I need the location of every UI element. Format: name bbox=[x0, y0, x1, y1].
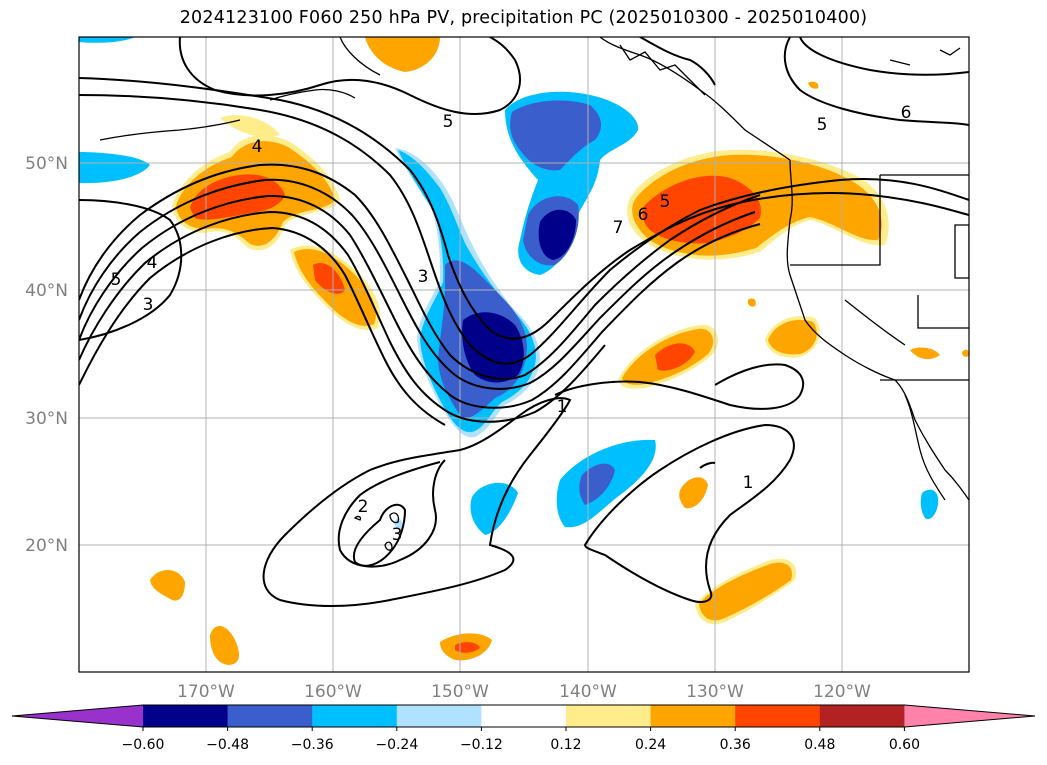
colorbar-swatch bbox=[735, 705, 821, 727]
lat-label-50n: 50°N bbox=[25, 154, 68, 174]
colorbar-swatch bbox=[143, 705, 229, 727]
pv-contours bbox=[79, 37, 969, 607]
contour-label: 5 bbox=[443, 112, 454, 132]
lon-label-170w: 170°W bbox=[177, 682, 235, 702]
contour-label: 3 bbox=[418, 267, 429, 287]
colorbar-tick-label: 0.36 bbox=[720, 737, 751, 753]
coastlines bbox=[99, 37, 969, 551]
map-title: 2024123100 F060 250 hPa PV, precipitatio… bbox=[179, 8, 868, 28]
colorbar-tick-label: 0.12 bbox=[550, 737, 581, 753]
contour-label: 1 bbox=[557, 397, 568, 417]
colorbar-swatch bbox=[312, 705, 398, 727]
colorbar-tick-label: −0.24 bbox=[375, 737, 418, 753]
contour-label: 6 bbox=[638, 205, 649, 225]
colorbar-tick-label: −0.48 bbox=[206, 737, 249, 753]
contour-label: 7 bbox=[613, 218, 624, 238]
lat-label-30n: 30°N bbox=[25, 409, 68, 429]
contour-label: 5 bbox=[111, 270, 122, 290]
colorbar-swatch bbox=[566, 705, 652, 727]
contour-label: 3 bbox=[143, 295, 154, 315]
contour-label: 4 bbox=[147, 253, 158, 273]
contour-label: 5 bbox=[817, 115, 828, 135]
latitude-labels: 50°N 40°N 30°N 20°N bbox=[25, 154, 68, 556]
lon-label-130w: 130°W bbox=[686, 682, 744, 702]
colorbar-tick-label: 0.48 bbox=[804, 737, 835, 753]
longitude-labels: 170°W 160°W 150°W 140°W 130°W 120°W bbox=[177, 682, 871, 702]
contour-label: 3 bbox=[392, 525, 403, 545]
lon-label-140w: 140°W bbox=[559, 682, 617, 702]
colorbar-swatch bbox=[650, 705, 736, 727]
gridlines bbox=[79, 37, 969, 672]
lon-label-150w: 150°W bbox=[431, 682, 489, 702]
colorbar: −0.60 −0.48 −0.36 −0.24 −0.12 0.12 0.24 0.36 0.4… bbox=[11, 704, 1036, 753]
colorbar-swatch bbox=[819, 705, 905, 727]
colorbar-tick-label: −0.60 bbox=[122, 737, 165, 753]
colorbar-swatch bbox=[227, 705, 313, 727]
colorbar-tick-label: −0.36 bbox=[291, 737, 334, 753]
colorbar-tick-label: 0.60 bbox=[889, 737, 920, 753]
lat-label-20n: 20°N bbox=[25, 536, 68, 556]
colorbar-extend-high bbox=[904, 705, 1035, 727]
contour-label: 1 bbox=[743, 473, 754, 493]
colorbar-extend-low bbox=[12, 705, 143, 727]
map-frame bbox=[78, 36, 970, 673]
colorbar-swatch bbox=[396, 705, 482, 727]
contour-labels: 5 6 5 4 5 4 3 3 7 6 5 1 2 3 1 bbox=[111, 103, 912, 545]
contour-label: 5 bbox=[660, 192, 671, 212]
negative-anomaly-shading bbox=[79, 37, 939, 535]
lat-label-40n: 40°N bbox=[25, 281, 68, 301]
colorbar-tick-label: −0.12 bbox=[460, 737, 503, 753]
colorbar-swatch bbox=[481, 705, 567, 727]
colorbar-tick-label: 0.24 bbox=[635, 737, 666, 753]
contour-label: 4 bbox=[252, 137, 263, 157]
contour-label: 2 bbox=[358, 497, 369, 517]
map-plot-area: 5 6 5 4 5 4 3 3 7 6 5 1 2 3 1 bbox=[79, 37, 969, 672]
contour-label: 6 bbox=[901, 103, 912, 123]
lon-label-160w: 160°W bbox=[304, 682, 362, 702]
lon-label-120w: 120°W bbox=[813, 682, 871, 702]
